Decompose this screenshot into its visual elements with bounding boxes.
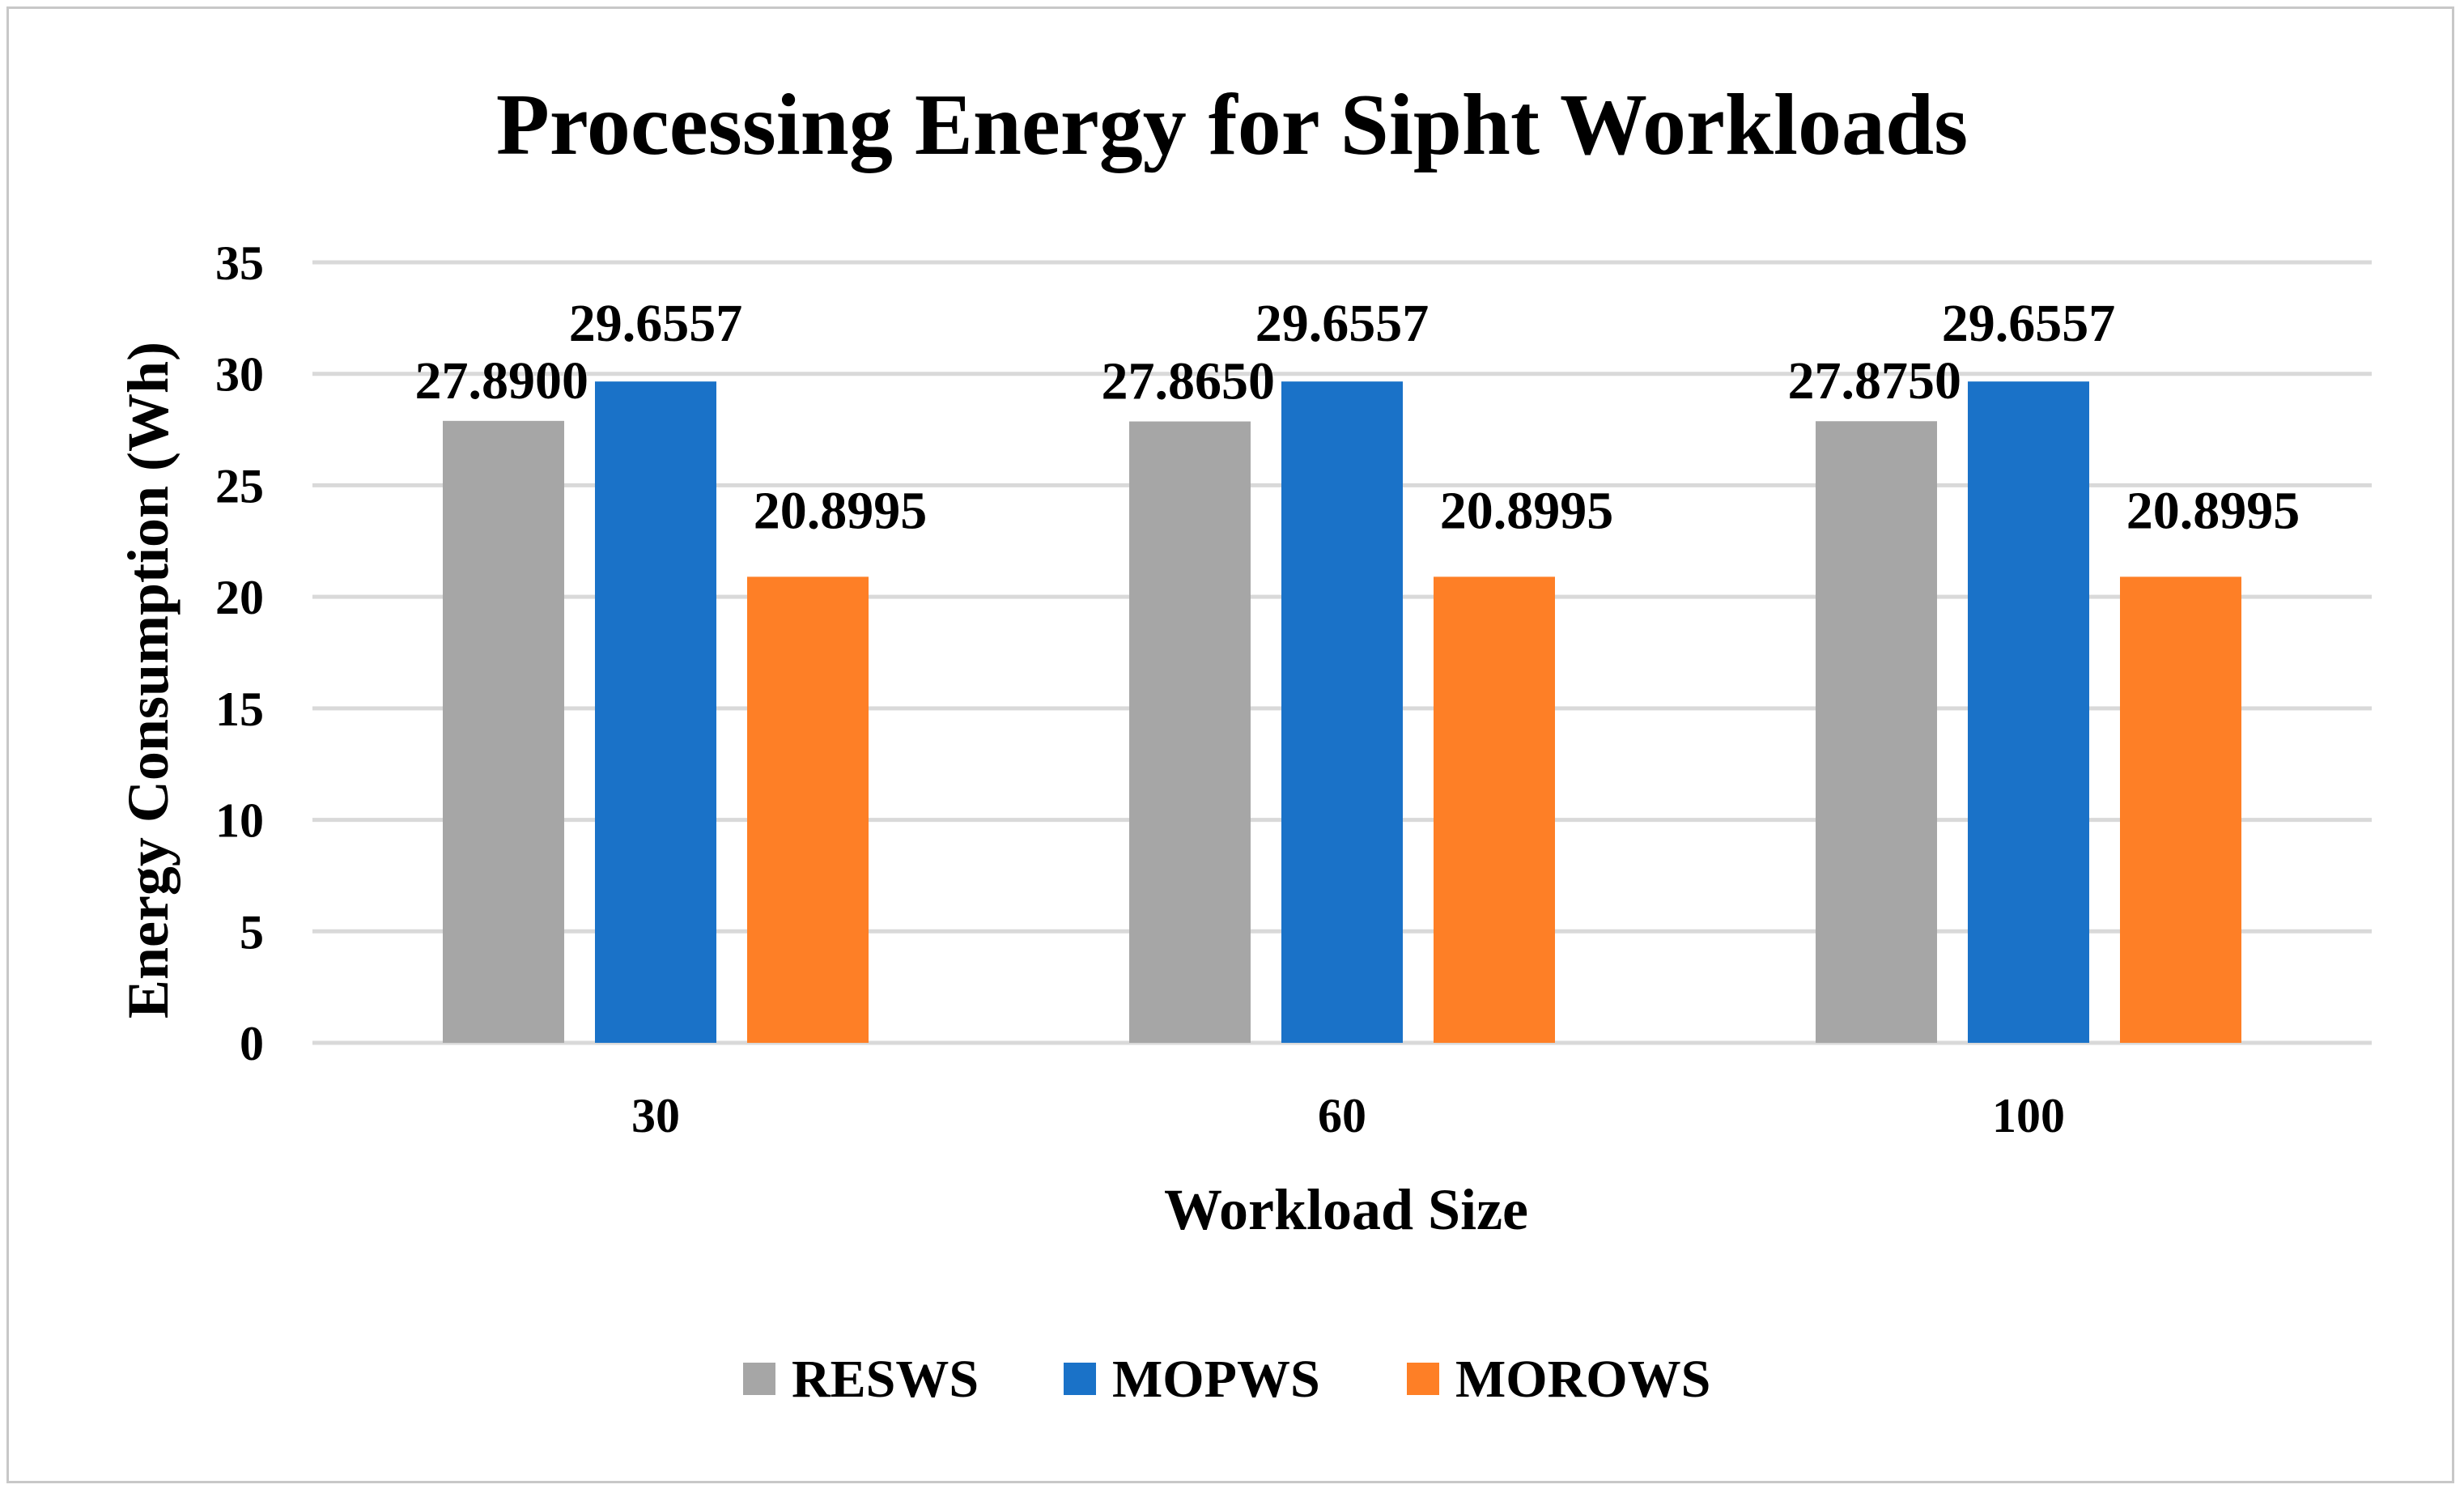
y-tick-label: 15 xyxy=(215,683,264,736)
data-label-resws-60: 27.8650 xyxy=(1102,352,1276,411)
data-label-morows-60: 20.8995 xyxy=(1440,481,1614,540)
data-label-mopws-100: 29.6557 xyxy=(1942,294,2116,353)
y-tick-label: 5 xyxy=(240,905,264,959)
bar-resws-30 xyxy=(443,420,564,1043)
bar-mopws-60 xyxy=(1281,381,1403,1044)
x-axis-ticks: 30 60 100 xyxy=(631,1089,2065,1142)
bar-resws-100 xyxy=(1816,421,1937,1043)
data-label-mopws-30: 29.6557 xyxy=(569,294,743,353)
x-tick-label-30: 30 xyxy=(631,1089,680,1142)
x-tick-label-60: 60 xyxy=(1318,1089,1366,1142)
legend-swatch-mopws xyxy=(1064,1363,1096,1395)
data-label-resws-100: 27.8750 xyxy=(1788,351,1962,410)
y-tick-label: 25 xyxy=(215,459,264,513)
bar-resws-60 xyxy=(1129,421,1251,1043)
legend-swatch-morows xyxy=(1407,1363,1439,1395)
legend-label-resws: RESWS xyxy=(792,1350,979,1409)
data-label-resws-30: 27.8900 xyxy=(415,351,589,410)
bar-morows-60 xyxy=(1434,576,1555,1043)
x-tick-label-100: 100 xyxy=(1992,1089,2065,1142)
legend-label-morows: MOROWS xyxy=(1455,1350,1710,1409)
legend-swatch-resws xyxy=(743,1363,775,1395)
bar-mopws-30 xyxy=(595,381,716,1044)
y-axis-title: Energy Consumption (Wh) xyxy=(116,342,181,1019)
y-axis-ticks: 0 5 10 15 20 25 30 35 xyxy=(215,236,264,1070)
y-tick-label: 35 xyxy=(215,236,264,290)
x-axis-title: Workload Size xyxy=(1164,1177,1528,1242)
y-tick-label: 0 xyxy=(240,1017,264,1070)
data-label-morows-30: 20.8995 xyxy=(754,481,928,540)
bar-morows-30 xyxy=(747,576,869,1043)
y-tick-label: 10 xyxy=(215,794,264,848)
bars xyxy=(443,381,2241,1044)
legend-label-mopws: MOPWS xyxy=(1112,1350,1320,1409)
bar-morows-100 xyxy=(2120,576,2241,1043)
data-label-mopws-60: 29.6557 xyxy=(1255,294,1430,353)
data-label-morows-100: 20.8995 xyxy=(2126,481,2300,540)
chart-title: Processing Energy for Sipht Workloads xyxy=(496,77,1968,173)
y-tick-label: 20 xyxy=(215,571,264,624)
bar-mopws-100 xyxy=(1968,381,2089,1044)
legend: RESWS MOPWS MOROWS xyxy=(743,1350,1710,1409)
y-tick-label: 30 xyxy=(215,348,264,402)
data-labels: 27.890029.655720.899527.865029.655720.89… xyxy=(415,294,2300,540)
